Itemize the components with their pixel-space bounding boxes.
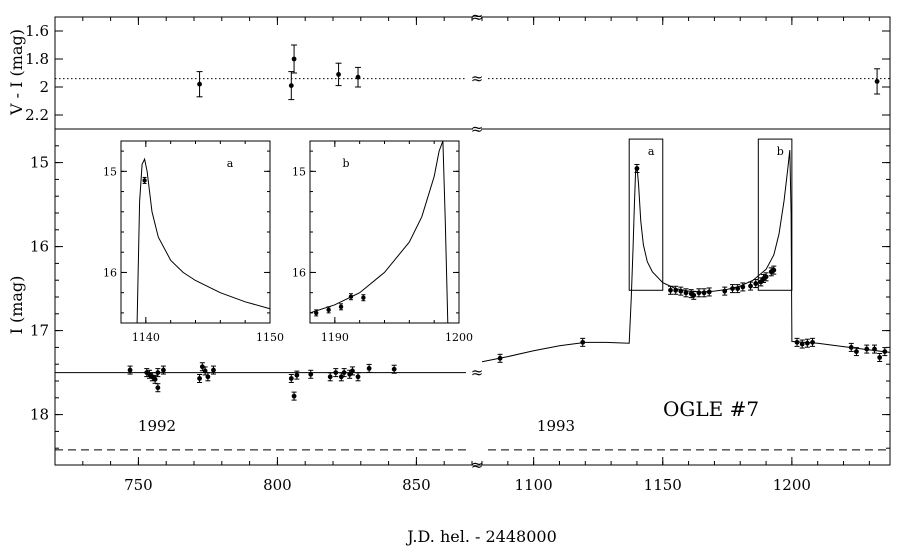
y-tick-label-bottom: 15	[30, 154, 49, 172]
photometry-point	[804, 340, 810, 346]
inset-x-tick-label: 1190	[321, 331, 349, 344]
photometry-point	[199, 364, 205, 370]
zoom-box-label: b	[777, 145, 784, 158]
photometry-point	[294, 372, 300, 378]
photometry-point	[155, 370, 161, 375]
photometry-point	[696, 290, 702, 296]
photometry-point	[355, 374, 361, 380]
photometry-point	[341, 370, 347, 375]
photometry-point	[197, 376, 202, 381]
photometry-point	[308, 371, 314, 377]
photometry-point	[127, 367, 133, 373]
inset-point	[361, 295, 366, 300]
photometry-point	[350, 368, 355, 374]
axis-break-mark: ≈	[471, 364, 484, 382]
zoom-box	[757, 138, 793, 291]
inset-frame	[120, 140, 271, 324]
x-tick-label: 800	[263, 476, 292, 494]
photometry-point	[155, 385, 161, 391]
photometry-point	[291, 393, 297, 399]
photometry-point	[338, 374, 344, 380]
axis-break-mark: ≈	[471, 456, 484, 474]
season-label-1992: 1992	[138, 417, 176, 435]
inset-x-tick-label: 1150	[256, 331, 284, 344]
color-point	[355, 74, 361, 80]
zoom-box	[628, 138, 664, 291]
photometry-point	[771, 267, 777, 273]
photometry-point	[347, 371, 353, 377]
inset-point	[338, 304, 344, 310]
y-label-top: V - I (mag)	[7, 29, 26, 116]
photometry-point	[668, 287, 673, 293]
photometry-point	[763, 274, 769, 280]
photometry-point	[794, 339, 800, 345]
zoom-box-label: a	[648, 145, 655, 158]
y-tick-label-bottom: 17	[30, 322, 49, 340]
event-annotation: OGLE #7	[663, 397, 759, 421]
inset-y-tick-label: 16	[103, 266, 117, 279]
y-tick-label-top: 2	[39, 78, 49, 96]
color-point	[291, 56, 297, 62]
inset-point	[314, 310, 319, 316]
axis-break-mark: ≈	[471, 120, 484, 138]
photometry-point	[366, 366, 372, 371]
inset-label: a	[227, 157, 234, 170]
photometry-point	[758, 279, 764, 285]
inset-point	[142, 178, 147, 183]
photometry-point	[391, 366, 397, 372]
inset-point	[348, 294, 354, 299]
y-tick-label-bottom: 18	[30, 406, 49, 424]
inset-frame	[309, 140, 460, 324]
color-point	[288, 83, 294, 88]
photometry-point	[152, 376, 158, 382]
photometry-point	[683, 290, 689, 296]
x-tick-label: 1200	[773, 476, 811, 494]
y-tick-label-top: 1.8	[25, 50, 49, 68]
photometry-point	[701, 290, 707, 296]
photometry-point	[205, 374, 211, 380]
photometry-point	[753, 281, 759, 286]
x-tick-label: 750	[124, 476, 153, 494]
y-tick-label-top: 1.6	[25, 22, 49, 40]
color-point	[197, 81, 202, 87]
photometry-point	[327, 374, 333, 380]
x-axis-label: J.D. hel. - 2448000	[405, 527, 557, 546]
photometry-point	[161, 367, 166, 373]
x-tick-label: 850	[402, 476, 431, 494]
inset-label: b	[342, 157, 349, 170]
inset-model-curve	[136, 157, 270, 323]
color-point	[336, 72, 341, 77]
season-label-1993: 1993	[537, 417, 575, 435]
photometry-point	[799, 341, 805, 347]
photometry-point	[877, 355, 883, 360]
x-tick-label: 1100	[515, 476, 553, 494]
photometry-point	[333, 370, 339, 375]
inset-y-tick-label: 15	[103, 165, 117, 178]
axis-break-mark: ≈	[471, 8, 484, 26]
y-tick-label-bottom: 16	[30, 238, 49, 256]
photometry-point	[748, 283, 753, 289]
inset-x-tick-label: 1140	[132, 331, 160, 344]
axis-break-mark: ≈	[471, 70, 484, 88]
y-label-bottom: I (mag)	[7, 276, 26, 335]
photometry-point	[211, 367, 216, 373]
photometry-point	[810, 339, 815, 345]
photometry-point	[202, 368, 208, 374]
inset-y-tick-label: 15	[292, 165, 306, 178]
x-tick-label: 1150	[644, 476, 682, 494]
color-point	[874, 79, 880, 84]
inset-point	[326, 307, 331, 313]
photometry-point	[854, 349, 859, 354]
photometry-point	[691, 292, 697, 298]
y-tick-label-top: 2.2	[25, 106, 49, 124]
photometry-point	[288, 376, 294, 381]
inset-y-tick-label: 16	[292, 266, 306, 279]
model-light-curve	[481, 149, 891, 363]
inset-x-tick-label: 1200	[445, 331, 473, 344]
